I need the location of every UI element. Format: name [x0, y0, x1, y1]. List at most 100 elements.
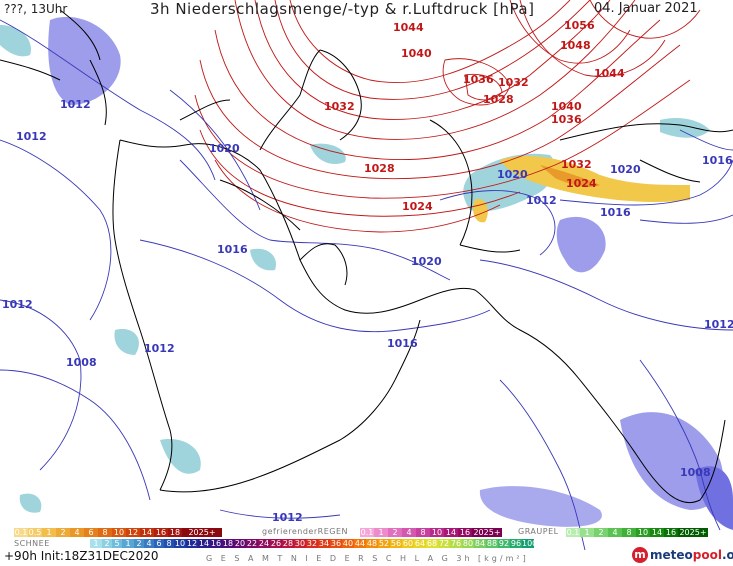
label-1028: 1028	[364, 162, 395, 175]
label-1020b: 1020	[411, 255, 442, 268]
legend-freezing-label: gefrierenderREGEN	[262, 527, 348, 536]
label-1024b: 1024	[566, 177, 597, 190]
label-1016b: 1016	[387, 337, 418, 350]
leg-snow-cell: 80	[462, 539, 474, 548]
leg-snow-cell: 18	[222, 539, 234, 548]
leg-snow-cell: 34	[318, 539, 330, 548]
leg-snow-cell: 48	[366, 539, 378, 548]
leg-snow-cell: 60	[402, 539, 414, 548]
leg-snow-cell: 56	[390, 539, 402, 548]
leg-snow-cell: 92	[498, 539, 510, 548]
leg-snow-cell: 6	[154, 539, 164, 548]
leg-snow-cell: 20	[234, 539, 246, 548]
label-1056: 1056	[564, 19, 595, 32]
legend-freezing-scale: 0.1 1 2 4 8 10 14 16 2025+	[360, 528, 502, 537]
leg-rain-cell: 14	[140, 528, 154, 537]
leg-freezing-cell: 10	[430, 528, 444, 537]
label-1048: 1048	[560, 39, 591, 52]
label-1044b: 1044	[594, 67, 625, 80]
leg-freezing-cell: 0.1	[360, 528, 374, 537]
leg-snow-cell: 44	[354, 539, 366, 548]
leg-graupel-cell: 4	[608, 528, 622, 537]
leg-snow-cell: 16	[210, 539, 222, 548]
label-1036: 1036	[463, 73, 494, 86]
leg-snow-cell: 2	[134, 539, 144, 548]
leg-snow-cell: 64	[414, 539, 426, 548]
leg-snow-cell: 26	[270, 539, 282, 548]
leg-rain-cell: 0.1	[14, 528, 28, 537]
leg-snow-cell: 1	[90, 539, 102, 548]
leg-freezing-cell: 8	[416, 528, 430, 537]
leg-snow-cell: 40	[342, 539, 354, 548]
leg-snow-cell: 52	[378, 539, 390, 548]
legend-snow-scale: 1 2 5 1 2 4 6 8 10 12 14 16 18 20 22 24 26 28 30 32 34 36 40 44…	[90, 539, 538, 548]
leg-snow-cell: 68	[426, 539, 438, 548]
leg-rain-cell: 18	[168, 528, 182, 537]
label-1016c: 1016	[600, 206, 631, 219]
leg-rain-cell: 16	[154, 528, 168, 537]
leg-snow-cell: 100	[522, 539, 538, 548]
leg-snow-cell: 10	[174, 539, 186, 548]
label-1032: 1032	[324, 100, 355, 113]
legend-snow-label: SCHNEE	[14, 539, 50, 548]
leg-freezing-cell: 16	[458, 528, 472, 537]
label-1040b: 1040	[551, 100, 582, 113]
legend-total-label: G E S A M T N I E D E R S C H L A G 3h […	[206, 554, 529, 563]
brand-text: meteopool.org	[650, 548, 733, 562]
leg-snow-cell: 8	[164, 539, 174, 548]
leg-graupel-cell: 1	[580, 528, 594, 537]
label-1008: 1008	[66, 356, 97, 369]
leg-graupel-cell: 2	[594, 528, 608, 537]
label-1008b: 1008	[680, 466, 711, 479]
label-1012d: 1012	[144, 342, 175, 355]
legend-rain-scale: 0.1 0.5 1 2 4 6 8 10 12 14 16 18 2025+	[14, 528, 222, 537]
isobar-labels-high: 1044 1040 1036 1032 1028 1024 1056 1048 …	[324, 19, 625, 213]
leg-graupel-cell: 8	[622, 528, 636, 537]
leg-snow-cell: 5	[112, 539, 122, 548]
map-title: 3h Niederschlagsmenge/-typ & r.Luftdruck…	[150, 0, 535, 18]
isobar-labels-low: 1012 1012 1020 1016 1012 1008 1012 1016 …	[2, 98, 733, 524]
leg-rain-cell: 10	[112, 528, 126, 537]
brand-logo[interactable]: m meteopool.org	[632, 545, 733, 565]
leg-freezing-cell: 2	[388, 528, 402, 537]
label-1012f: 1012	[704, 318, 733, 331]
leg-freezing-cell: 4	[402, 528, 416, 537]
forecast-init: +90h Init:18Z31DEC2020	[4, 549, 159, 563]
leg-rain-cell: 2025+	[182, 528, 222, 537]
leg-rain-cell: 4	[70, 528, 84, 537]
leg-rain-cell: 0.5	[28, 528, 42, 537]
leg-snow-cell: 2	[102, 539, 112, 548]
label-1020d: 1020	[610, 163, 641, 176]
leg-snow-cell: 32	[306, 539, 318, 548]
coastlines	[0, 9, 733, 504]
leg-snow-cell: 22	[246, 539, 258, 548]
label-1012c: 1012	[2, 298, 33, 311]
leg-graupel-cell: 0.1	[566, 528, 580, 537]
map-date: 04. Januar 2021	[594, 1, 698, 16]
label-1036b: 1036	[551, 113, 582, 126]
isobars-high	[194, 0, 701, 233]
leg-graupel-cell: 10	[636, 528, 650, 537]
leg-snow-cell: 84	[474, 539, 486, 548]
leg-freezing-cell: 1	[374, 528, 388, 537]
leg-snow-cell: 96	[510, 539, 522, 548]
leg-rain-cell: 8	[98, 528, 112, 537]
leg-snow-cell: 30	[294, 539, 306, 548]
leg-snow-cell: 28	[282, 539, 294, 548]
label-1044: 1044	[393, 21, 424, 34]
label-1020c: 1020	[497, 168, 528, 181]
label-1012g: 1012	[272, 511, 303, 524]
isobars-low	[0, 19, 733, 551]
leg-snow-cell: 72	[438, 539, 450, 548]
leg-rain-cell: 2	[56, 528, 70, 537]
leg-snow-cell: 4	[144, 539, 154, 548]
leg-snow-cell: 12	[186, 539, 198, 548]
leg-freezing-cell: 14	[444, 528, 458, 537]
legend-graupel-scale: 0.1 1 2 4 8 10 14 16 2025+	[566, 528, 708, 537]
leg-graupel-cell: 14	[650, 528, 664, 537]
label-1012b: 1012	[16, 130, 47, 143]
label-1032b: 1032	[498, 76, 529, 89]
run-label: ???, 13Uhr	[4, 2, 68, 16]
label-1040: 1040	[401, 47, 432, 60]
